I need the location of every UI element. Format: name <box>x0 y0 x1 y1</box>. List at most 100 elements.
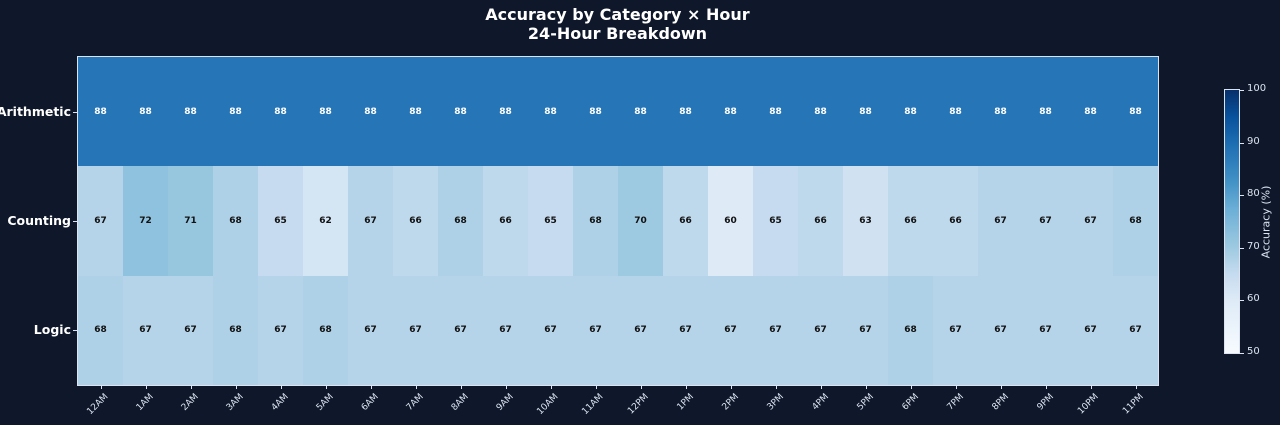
heatmap-row-arithmetic: 88 88 88 88 88 88 88 88 88 88 88 88 88 88 88 88 88 88 88 88… <box>78 57 1158 167</box>
heatmap-cell: 88 <box>258 57 303 167</box>
colorbar-tick <box>1240 90 1244 91</box>
heatmap-cell: 67 <box>123 275 168 385</box>
y-tick <box>73 221 78 222</box>
colorbar-tick-label: 50 <box>1247 346 1260 357</box>
x-tick <box>550 385 552 389</box>
heatmap-cell: 65 <box>258 166 303 276</box>
y-tick <box>73 330 78 332</box>
x-tick <box>100 385 102 389</box>
heatmap-cell: 67 <box>798 275 843 385</box>
heatmap-cell: 67 <box>843 275 888 385</box>
heatmap-cell: 67 <box>978 275 1023 385</box>
heatmap-cell: 67 <box>978 166 1023 276</box>
x-tick-label: 7AM <box>404 392 426 413</box>
x-tick-label: 8AM <box>449 392 471 413</box>
colorbar-tick <box>1240 353 1244 354</box>
heatmap-cell: 67 <box>618 275 663 385</box>
heatmap-cell: 88 <box>213 57 258 167</box>
heatmap-cell: 65 <box>528 166 573 276</box>
heatmap-cell: 88 <box>663 57 708 167</box>
heatmap-cell: 63 <box>843 166 888 276</box>
heatmap-cell: 65 <box>753 166 798 276</box>
heatmap-cell: 66 <box>888 166 933 276</box>
heatmap-plot-area: 88 88 88 88 88 88 88 88 88 88 88 88 88 88 88 88 88 88 88 88… <box>77 56 1159 386</box>
x-tick-label: 12AM <box>85 392 111 418</box>
x-tick <box>505 385 507 389</box>
x-tick-label: 4AM <box>269 392 291 413</box>
heatmap-cell: 88 <box>528 57 573 167</box>
heatmap-cell: 72 <box>123 166 168 276</box>
heatmap-cell: 88 <box>978 57 1023 167</box>
x-tick-label: 8PM <box>990 392 1011 413</box>
x-tick <box>280 385 282 389</box>
x-tick <box>460 385 462 389</box>
x-tick-label: 9AM <box>494 392 516 413</box>
x-tick-label: 5AM <box>314 392 336 413</box>
x-tick <box>145 385 147 389</box>
y-tick-label: Arithmetic <box>0 103 71 119</box>
x-tick-label: 3PM <box>765 392 786 413</box>
heatmap-cell: 88 <box>78 57 123 167</box>
heatmap-cell: 67 <box>1068 275 1113 385</box>
heatmap-cell: 62 <box>303 166 348 276</box>
x-tick-label: 10AM <box>535 392 561 418</box>
heatmap-cell: 68 <box>78 275 123 385</box>
x-tick <box>955 385 957 389</box>
y-tick <box>73 111 78 113</box>
x-tick-label: 6AM <box>359 392 381 413</box>
heatmap-cell: 88 <box>753 57 798 167</box>
heatmap-cell: 67 <box>663 275 708 385</box>
chart-title: Accuracy by Category × Hour 24-Hour Brea… <box>0 5 1235 43</box>
heatmap-cell: 88 <box>618 57 663 167</box>
x-tick <box>775 385 777 389</box>
heatmap-cell: 88 <box>393 57 438 167</box>
heatmap-cell: 67 <box>78 166 123 276</box>
heatmap-cell: 68 <box>888 275 933 385</box>
x-tick-label: 2PM <box>720 392 741 413</box>
y-tick-label: Logic <box>33 322 71 338</box>
heatmap-cell: 88 <box>1068 57 1113 167</box>
heatmap-cell: 70 <box>618 166 663 276</box>
heatmap-cell: 68 <box>573 166 618 276</box>
heatmap-cell: 67 <box>1023 166 1068 276</box>
heatmap-cell: 68 <box>1113 166 1158 276</box>
x-tick <box>910 385 912 389</box>
heatmap-cell: 67 <box>1023 275 1068 385</box>
x-tick <box>730 385 732 389</box>
heatmap-cell: 88 <box>888 57 933 167</box>
heatmap-cell: 88 <box>168 57 213 167</box>
heatmap-cell: 71 <box>168 166 213 276</box>
heatmap-cell: 67 <box>708 275 753 385</box>
x-tick-label: 5PM <box>855 392 876 413</box>
colorbar-tick <box>1240 142 1244 144</box>
x-tick <box>640 385 642 389</box>
x-tick <box>1090 385 1092 389</box>
colorbar-tick-label: 60 <box>1247 293 1260 305</box>
colorbar-tick <box>1240 247 1244 249</box>
x-tick <box>820 385 822 389</box>
x-tick <box>1000 385 1002 389</box>
colorbar-tick-label: 90 <box>1247 135 1260 147</box>
x-tick <box>190 385 192 389</box>
heatmap-cell: 88 <box>798 57 843 167</box>
heatmap-cell: 67 <box>393 275 438 385</box>
x-tick-label: 7PM <box>945 392 966 413</box>
x-tick <box>415 385 417 389</box>
heatmap-cell: 88 <box>1113 57 1158 167</box>
x-tick-label: 1AM <box>134 392 156 413</box>
heatmap-row-counting: 67 72 71 68 65 62 67 66 68 66 65 68 70 66 60 65 66 63 66 66… <box>78 166 1158 276</box>
heatmap-cell: 68 <box>303 275 348 385</box>
heatmap-cell: 60 <box>708 166 753 276</box>
heatmap-cell: 67 <box>348 166 393 276</box>
heatmap-cell: 67 <box>258 275 303 385</box>
colorbar <box>1224 89 1240 354</box>
heatmap-cell: 67 <box>348 275 393 385</box>
heatmap-cell: 88 <box>348 57 393 167</box>
heatmap-cell: 66 <box>393 166 438 276</box>
x-tick <box>370 385 372 389</box>
y-tick-label: Counting <box>7 213 71 228</box>
x-tick-label: 4PM <box>810 392 831 413</box>
heatmap-cell: 67 <box>168 275 213 385</box>
x-tick-label: 3AM <box>224 392 246 413</box>
heatmap-cell: 67 <box>438 275 483 385</box>
